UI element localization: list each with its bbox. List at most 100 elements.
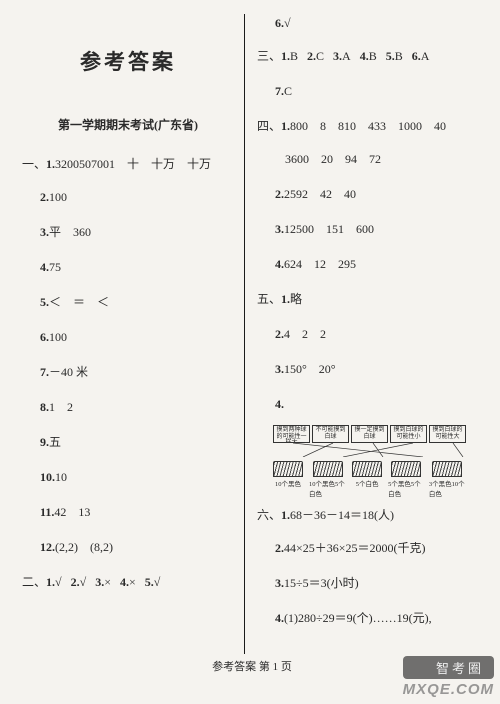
q-text: √ [55,575,62,589]
q-num: 5. [386,49,395,63]
q-num: 4. [275,611,284,625]
q-num: 1. [281,508,290,522]
section-1-label: 一、 [22,157,46,171]
q-text: 五 [49,435,61,449]
q-text: B [290,49,298,63]
sec5-line3: 3.150° 20° [257,360,466,378]
diagram-box-label: 5个白色 [356,478,379,488]
sec4-line1b: 3600 20 94 72 [257,150,466,168]
diagram-boxes-row: 10个黑色 10个黑色5个白色 5个白色 5个黑色5个白色 3个黑色10个白色 [273,461,466,498]
q-text: B [395,49,403,63]
q-num: 4. [360,49,369,63]
sec3-row1: 三、1.B2.C3.A4.B5.B6.A [257,47,466,65]
q-num: 3. [95,575,104,589]
q-text: 2592 42 40 [284,187,356,201]
q-text: √ [154,575,161,589]
q-num: 2. [275,327,284,341]
diagram-box-label: 3个黑色10个白色 [429,478,466,498]
q-text: B [369,49,377,63]
sec6-line2: 2.44×25＋36×25＝2000(千克) [257,539,466,557]
q-num: 1. [46,157,55,171]
q-text: －40 米 [49,365,88,379]
q-num: 7. [275,84,284,98]
q-num: 2. [71,575,80,589]
diagram-box: 10个黑色 [273,461,303,498]
q-text: 624 12 295 [284,257,356,271]
diagram-box: 10个黑色5个白色 [309,461,346,498]
q-num: 4. [275,257,284,271]
diagram-labels-row: 摸到两种球的可能性一样大 不可能摸到白球 摸一定摸到白球 摸到白球的可能性小 摸… [273,425,466,443]
section-4-label: 四、 [257,119,281,133]
q-num: 1. [281,292,290,306]
q-text: 100 [49,190,67,204]
two-columns: 参考答案 第一学期期末考试(广东省) 一、1.3200507001 十 十万 十… [22,14,482,654]
sec1-item-6: 6.100 [22,328,234,346]
answer-page: 参考答案 第一学期期末考试(广东省) 一、1.3200507001 十 十万 十… [0,0,500,704]
q-num: 3. [275,362,284,376]
sec6-line1: 六、1.68－36－14＝18(人) [257,506,466,524]
q-text: 800 8 810 433 1000 40 [290,119,446,133]
diagram-label: 摸到两种球的可能性一样大 [273,425,310,443]
sec5-line2: 2.4 2 2 [257,325,466,343]
q-num: 1. [281,119,290,133]
diagram-label: 摸到白球的可能性大 [429,425,466,443]
sec3-row2: 7.C [257,82,466,100]
q-text: 100 [49,330,67,344]
q-num: 2. [275,541,284,555]
sec6-line4: 4.(1)280÷29＝9(个)……19(元), [257,609,466,627]
hatch-icon [313,461,343,477]
sec1-item-9: 9.五 [22,433,234,451]
q-num: 6. [275,16,284,30]
sec1-item-12: 12.(2,2) (8,2) [22,538,234,556]
q-text: 1 2 [49,400,73,414]
q-num: 2. [40,190,49,204]
hatch-icon [391,461,421,477]
section-5-label: 五、 [257,292,281,306]
q-num: 8. [40,400,49,414]
sec5-line4: 4. [257,395,466,413]
q-num: 6. [40,330,49,344]
sec1-item-11: 11.42 13 [22,503,234,521]
right-column: 6.√ 三、1.B2.C3.A4.B5.B6.A 7.C 四、1.800 8 8… [244,14,466,654]
sec4-line1a: 四、1.800 8 810 433 1000 40 [257,117,466,135]
left-column: 参考答案 第一学期期末考试(广东省) 一、1.3200507001 十 十万 十… [22,14,244,654]
watermark-line2: MXQE.COM [403,681,494,698]
sec1-item-3: 3.平 360 [22,223,234,241]
sec4-line3: 3.12500 151 600 [257,220,466,238]
watermark-line1: 智考圈 [403,656,494,679]
q-text: (1)280÷29＝9(个)……19(元), [284,611,432,625]
q-text: 68－36－14＝18(人) [290,508,394,522]
q-num: 12. [40,540,55,554]
sec1-item-1: 一、1.3200507001 十 十万 十万 [22,155,234,173]
sec2-item-6: 6.√ [257,14,466,32]
q-text: √ [284,16,291,30]
diagram-box: 5个白色 [352,461,382,498]
q-num: 4. [40,260,49,274]
q-text: 4 2 2 [284,327,326,341]
diagram-box: 3个黑色10个白色 [429,461,466,498]
q-text: 150° 20° [284,362,336,376]
section-2-label: 二、 [22,575,46,589]
q-text: A [342,49,351,63]
q-text: C [316,49,324,63]
hatch-icon [352,461,382,477]
probability-diagram: 摸到两种球的可能性一样大 不可能摸到白球 摸一定摸到白球 摸到白球的可能性小 摸… [273,425,466,498]
sec2-row: 二、1.√2.√3.×4.×5.√ [22,573,234,591]
diagram-label: 摸到白球的可能性小 [390,425,427,443]
q-text: 略 [290,292,302,306]
sec4-line4: 4.624 12 295 [257,255,466,273]
q-text: √ [80,575,87,589]
sec4-line2: 2.2592 42 40 [257,185,466,203]
q-num: 5. [145,575,154,589]
q-num: 2. [275,187,284,201]
q-text: 3200507001 十 十万 十万 [55,157,211,171]
q-num: 9. [40,435,49,449]
diagram-label: 不可能摸到白球 [312,425,349,443]
q-text: ＜ ＝ ＜ [49,295,109,309]
diagram-connector-lines [273,443,473,457]
q-text: (2,2) (8,2) [55,540,113,554]
q-num: 1. [281,49,290,63]
sec1-item-10: 10.10 [22,468,234,486]
q-num: 1. [46,575,55,589]
q-text: A [421,49,430,63]
